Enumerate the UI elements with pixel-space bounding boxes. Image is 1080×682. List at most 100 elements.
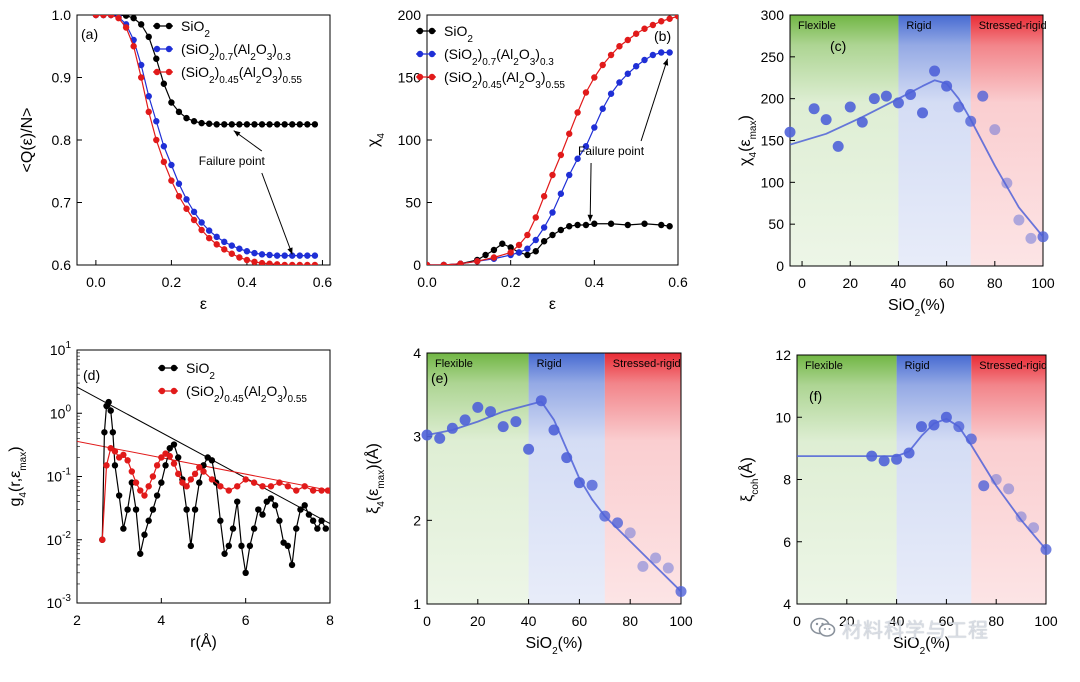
data-point [832, 140, 844, 152]
data-point [305, 511, 313, 518]
x-tick-label: 0.6 [313, 274, 333, 290]
data-point [928, 419, 940, 431]
data-point [187, 476, 195, 483]
data-point [1028, 522, 1040, 534]
data-point [111, 448, 119, 455]
x-tick-label: 0 [798, 275, 806, 291]
y-tick-label: 300 [761, 7, 785, 23]
region-stressed-rigid [970, 15, 1043, 266]
data-point [145, 483, 152, 490]
data-point [101, 429, 108, 436]
data-point [187, 542, 195, 550]
legend-label: (SiO2)0.7(Al2O3)0.3 [181, 41, 291, 63]
data-point [200, 468, 207, 475]
y-tick-label: 200 [398, 7, 422, 23]
data-point [221, 238, 228, 246]
trend-line [427, 400, 681, 593]
data-point [289, 261, 296, 265]
x-tick-label: 20 [842, 275, 858, 291]
data-point [301, 483, 308, 490]
x-tick-label: 0.2 [501, 274, 521, 290]
data-point [314, 525, 321, 532]
data-point [251, 121, 258, 128]
data-point [217, 517, 224, 524]
data-point [132, 479, 140, 486]
data-point [213, 121, 220, 128]
data-point [276, 517, 283, 524]
data-point [457, 260, 464, 265]
data-point [523, 443, 535, 455]
legend-item: SiO2 [158, 360, 215, 382]
data-point [234, 483, 241, 490]
data-point [217, 483, 224, 490]
panel-label: (f) [809, 388, 822, 404]
region-label: Flexible [805, 360, 843, 372]
y-tick-label: 4 [413, 345, 421, 361]
data-point [574, 221, 581, 229]
y-tick-label: 0 [413, 257, 421, 273]
data-point [1015, 511, 1027, 523]
x-axis-label: SiO2(%) [525, 635, 582, 657]
data-point [940, 411, 952, 423]
data-point [289, 252, 296, 259]
data-point [225, 542, 232, 550]
y-axis-label: ξcoh(Å) [737, 457, 761, 502]
data-point [297, 506, 304, 513]
data-point [641, 56, 648, 64]
x-tick-label: 0.4 [237, 274, 257, 290]
data-point [250, 479, 258, 486]
region-rigid [528, 353, 605, 604]
panel-label: (d) [83, 367, 100, 383]
data-point [288, 561, 296, 569]
data-point [234, 498, 241, 505]
y-tick-label: 10 [775, 409, 791, 425]
data-point [183, 506, 190, 513]
data-point [276, 479, 283, 486]
data-point [273, 261, 281, 265]
data-point [532, 236, 539, 244]
data-point [658, 49, 665, 56]
data-point [548, 424, 560, 436]
annotation-text: Failure point [578, 144, 645, 158]
axes-frame [426, 352, 682, 605]
data-point [267, 483, 275, 490]
data-point [115, 15, 122, 22]
data-point [191, 506, 199, 513]
data-point [574, 109, 581, 116]
data-point [820, 114, 832, 126]
data-point [490, 246, 498, 254]
data-point [289, 121, 296, 128]
data-point [242, 569, 249, 577]
panel-b: 0.0 0.2 0.4 0.6050100150200εχ4(b)SiO2(SiO2)… [365, 7, 688, 313]
data-point [866, 450, 878, 462]
x-tick-label: 20 [839, 613, 855, 629]
data-point [107, 15, 115, 19]
data-point [953, 101, 965, 113]
data-point [658, 221, 665, 229]
x-tick-label: 0.4 [585, 274, 605, 290]
data-point [591, 124, 598, 131]
panel-label: (c) [830, 38, 846, 54]
region-label: Rigid [537, 358, 562, 370]
data-point [281, 261, 288, 265]
region-label: Stressed-rigid [979, 360, 1047, 372]
data-point [903, 447, 915, 459]
x-axis-label: r(Å) [190, 632, 217, 651]
data-point [153, 492, 161, 499]
watermark: 材料科学与工程 [810, 614, 1072, 642]
data-point [130, 15, 137, 22]
data-point [228, 250, 236, 257]
data-point [153, 55, 160, 62]
y-tick-label: 150 [398, 70, 422, 86]
data-point [168, 177, 175, 184]
data-point [844, 101, 856, 113]
data-point [535, 395, 547, 407]
data-point [497, 421, 509, 433]
data-point [510, 416, 522, 428]
data-point [632, 30, 640, 37]
data-point [267, 495, 275, 502]
data-point [675, 585, 687, 597]
data-point [540, 193, 548, 200]
data-point [1001, 177, 1013, 189]
